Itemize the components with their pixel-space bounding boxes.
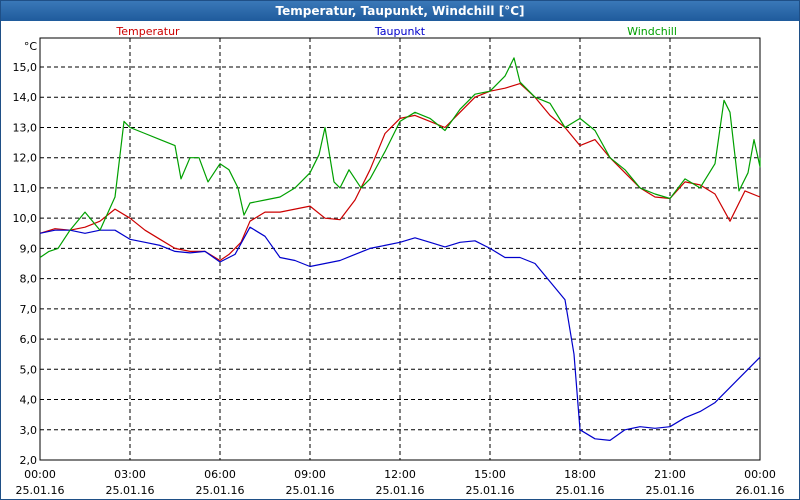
y-tick-label: 14,0 — [13, 91, 38, 104]
y-axis-unit: °C — [24, 40, 38, 53]
x-tick-time: 09:00 — [294, 468, 326, 481]
y-tick-label: 8,0 — [20, 273, 38, 286]
y-tick-label: 11,0 — [13, 182, 38, 195]
x-tick-date: 25.01.16 — [556, 484, 605, 497]
x-tick-time: 06:00 — [204, 468, 236, 481]
x-tick-date: 25.01.16 — [646, 484, 695, 497]
x-tick-time: 15:00 — [474, 468, 506, 481]
x-tick-date: 25.01.16 — [16, 484, 65, 497]
y-tick-label: 12,0 — [13, 152, 38, 165]
series-line-taupunkt — [39, 226, 761, 441]
legend-taupunkt: Taupunkt — [374, 25, 426, 38]
x-tick-date: 25.01.16 — [196, 484, 245, 497]
x-tick-time: 00:00 — [744, 468, 776, 481]
y-tick-label: 7,0 — [20, 303, 38, 316]
x-tick-time: 00:00 — [24, 468, 56, 481]
y-tick-label: 15,0 — [13, 61, 38, 74]
x-tick-time: 12:00 — [384, 468, 416, 481]
x-tick-time: 03:00 — [114, 468, 146, 481]
x-tick-time: 21:00 — [654, 468, 686, 481]
y-tick-label: 4,0 — [20, 394, 38, 407]
y-tick-label: 9,0 — [20, 242, 38, 255]
y-tick-label: 2,0 — [20, 454, 38, 467]
x-tick-date: 25.01.16 — [106, 484, 155, 497]
y-tick-label: 10,0 — [13, 212, 38, 225]
y-tick-label: 5,0 — [20, 363, 38, 376]
x-tick-time: 18:00 — [564, 468, 596, 481]
x-tick-date: 26.01.16 — [736, 484, 785, 497]
y-tick-label: 6,0 — [20, 333, 38, 346]
y-tick-label: 13,0 — [13, 121, 38, 134]
x-tick-date: 25.01.16 — [286, 484, 335, 497]
x-tick-date: 25.01.16 — [466, 484, 515, 497]
y-tick-label: 3,0 — [20, 424, 38, 437]
legend-windchill: Windchill — [627, 25, 677, 38]
series-line-windchill — [39, 57, 761, 258]
window-title: Temperatur, Taupunkt, Windchill [°C] — [1, 1, 799, 21]
legend-temperatur: Temperatur — [115, 25, 180, 38]
x-tick-date: 25.01.16 — [376, 484, 425, 497]
